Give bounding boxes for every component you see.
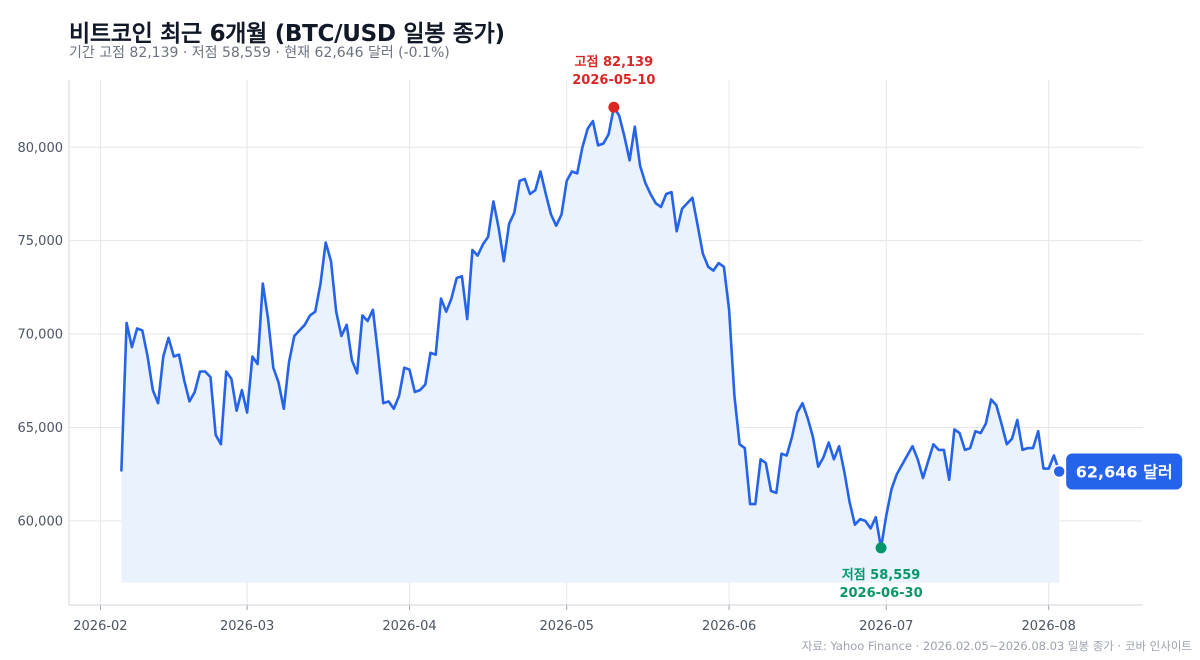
low-marker [875,542,887,554]
y-tick-label: 80,000 [18,141,64,156]
x-tick-label: 2026-06 [702,619,756,634]
current-value-badge [1066,453,1183,490]
x-tick-label: 2026-02 [73,619,127,634]
axis-lines [68,80,1143,610]
x-tick-label: 2026-04 [382,619,436,634]
area-layer [121,107,1060,583]
low-value-label: 저점 58,559 [842,568,921,583]
x-tick-label: 2026-05 [540,619,594,634]
price-line [120,106,1061,550]
source-note: 자료: Yahoo Finance · 2026.02.05~2026.08.0… [801,639,1192,653]
low-date-label: 2026-06-30 [839,586,922,601]
high-value-label: 고점 82,139 [575,55,654,70]
high-date-label: 2026-05-10 [572,73,655,88]
x-tick-label: 2026-03 [220,619,274,634]
y-tick-label: 70,000 [18,328,64,343]
y-tick-label: 60,000 [18,514,64,529]
current-value-label: 62,646 달러 [1076,462,1173,481]
chart-title: 비트코인 최근 6개월 (BTC/USD 일봉 종가) [69,21,505,47]
y-tick-label: 75,000 [18,234,64,249]
price-area-fill [121,107,1060,583]
line-layer [120,106,1061,550]
chart-subtitle: 기간 고점 82,139 · 저점 58,559 · 현재 62,646 달러 … [69,45,450,61]
x-tick-label: 2026-07 [859,619,913,634]
y-tick-label: 65,000 [18,421,64,436]
current-marker [1052,464,1066,479]
high-marker [608,101,620,113]
tick-labels: 60,000 65,000 70,000 75,000 80,000 2026-02 202… [18,141,1076,634]
x-tick-label: 2026-08 [1022,619,1076,634]
annotations: 고점 82,139 2026-05-10 저점 58,559 2026-06-30 62… [572,55,1183,601]
